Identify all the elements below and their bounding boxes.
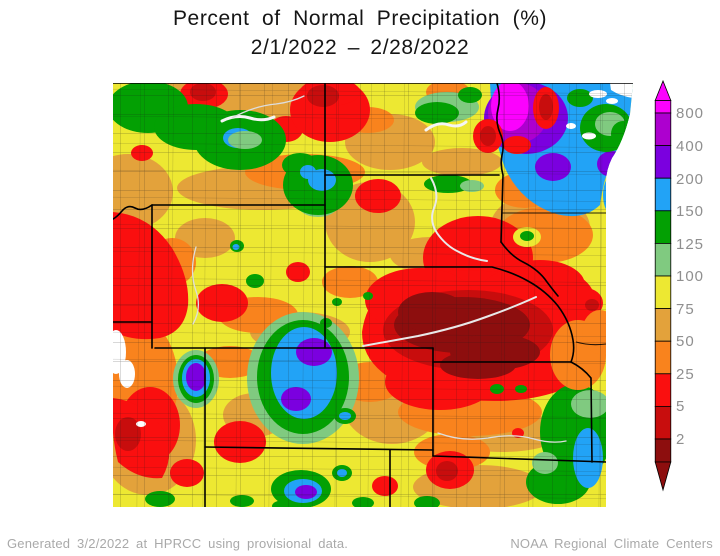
colorbar-segment <box>654 210 672 244</box>
page-subtitle-daterange: 2/1/2022 – 2/28/2022 <box>250 36 470 59</box>
legend-label: 125 <box>676 236 705 253</box>
county-boundaries <box>113 83 633 507</box>
colorbar-segment <box>654 373 672 407</box>
map-canvas <box>113 83 633 507</box>
legend-label: 5 <box>676 398 686 415</box>
legend-label: 50 <box>676 333 695 350</box>
legend-label: 400 <box>676 138 705 155</box>
legend-label: 200 <box>676 171 705 188</box>
title-block: Percent of Normal Precipitation (%) 2/1/… <box>0 7 720 60</box>
colorbar-segment <box>654 438 672 463</box>
legend-label: 800 <box>676 105 705 122</box>
colorbar-segment <box>654 242 672 277</box>
legend-label: 25 <box>676 366 695 383</box>
page-title: Percent of Normal Precipitation (%) <box>172 7 548 30</box>
legend-label: 100 <box>676 268 705 285</box>
colorbar-segment <box>654 177 672 212</box>
footer-credit: NOAA Regional Climate Centers <box>510 536 713 551</box>
colorbar-top-arrow <box>654 79 672 101</box>
colorbar-bottom-arrow <box>654 461 672 492</box>
colorbar <box>654 79 672 492</box>
colorbar-segment <box>654 275 672 309</box>
legend-label: 75 <box>676 301 695 318</box>
footer-generated-note: Generated 3/2/2022 at HPRCC using provis… <box>7 536 349 551</box>
colorbar-segment <box>654 405 672 440</box>
legend-label: 2 <box>676 431 686 448</box>
state-boundaries <box>113 83 633 507</box>
colorbar-segment <box>654 145 672 179</box>
colorbar-segment <box>654 112 672 146</box>
legend-label: 150 <box>676 203 705 220</box>
rivers-layer <box>191 95 567 443</box>
colorbar-segment <box>654 308 672 342</box>
colorbar-segment <box>654 100 672 114</box>
colorbar-segment <box>654 340 672 375</box>
